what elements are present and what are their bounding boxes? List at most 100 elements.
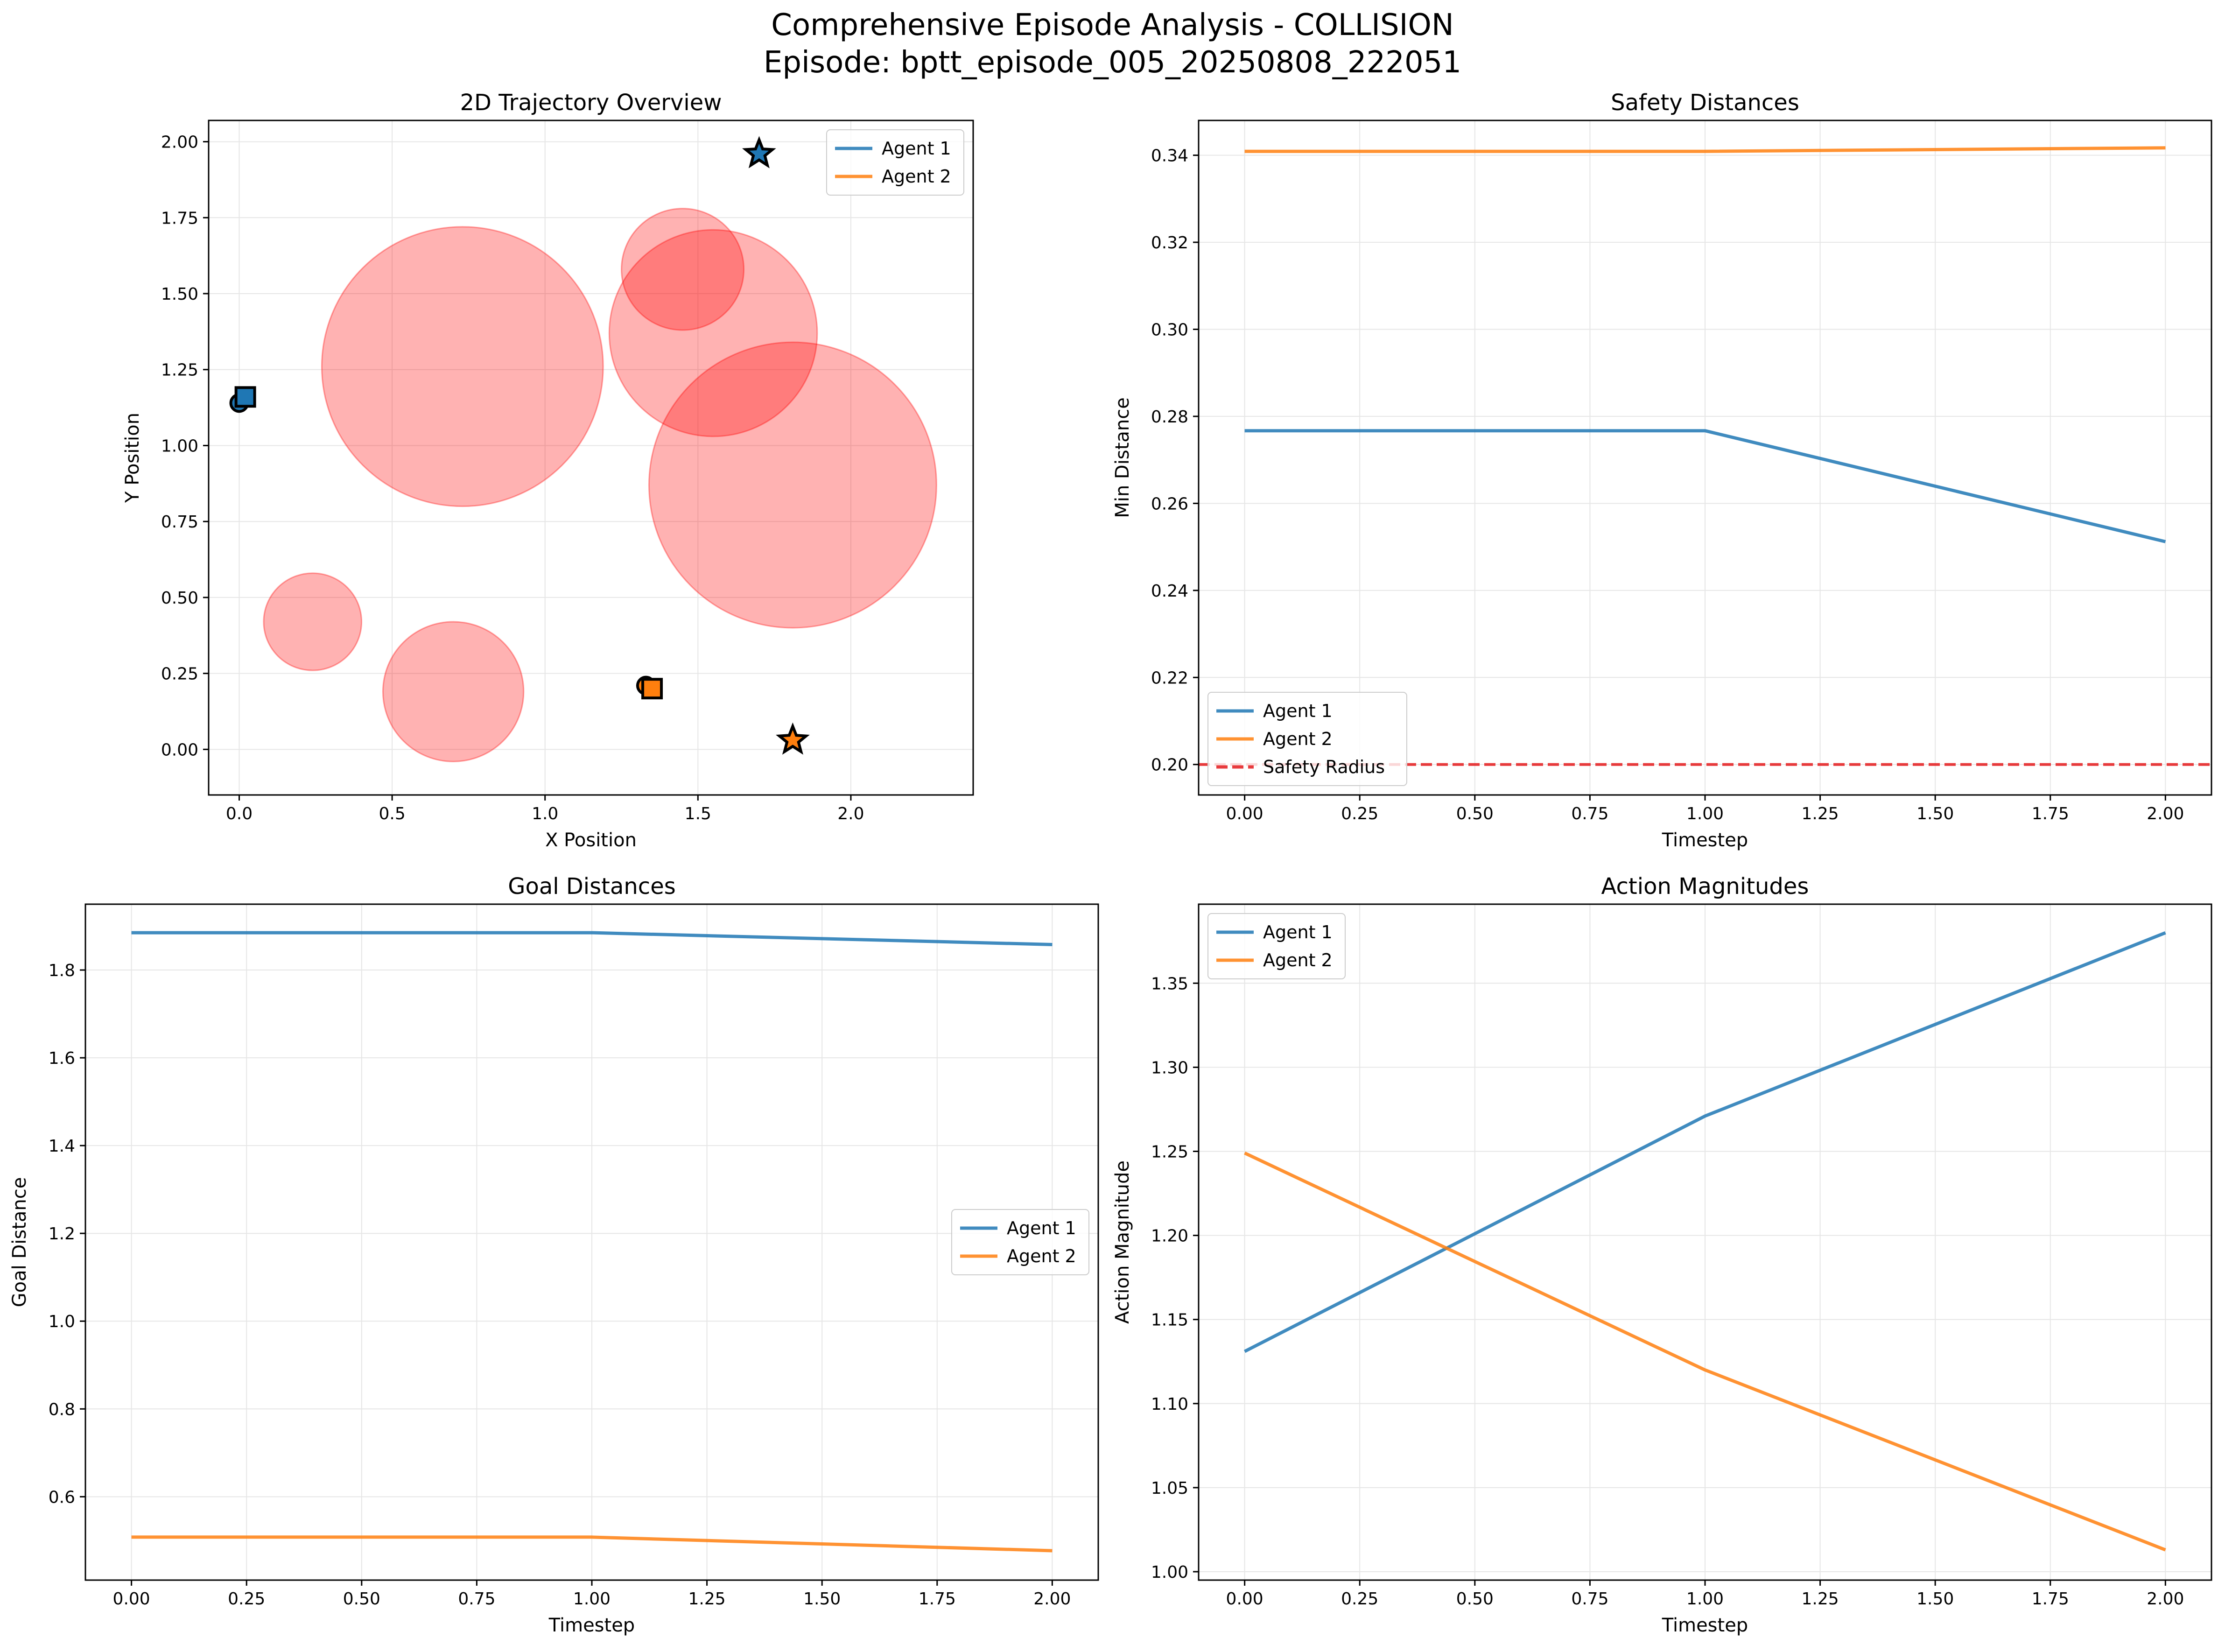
legend-label-agent-2: Agent 2 bbox=[1007, 1246, 1076, 1266]
legend-label-agent-2: Agent 2 bbox=[1263, 729, 1333, 749]
legend-box bbox=[951, 1209, 1089, 1275]
y-tick-label: 0.25 bbox=[161, 665, 198, 684]
y-tick-label: 1.25 bbox=[161, 361, 198, 380]
y-tick-label: 1.20 bbox=[1151, 1227, 1188, 1246]
x-tick-label: 0.75 bbox=[1571, 1589, 1608, 1609]
y-tick-label: 1.00 bbox=[161, 436, 198, 456]
series-line-agent-1 bbox=[1244, 931, 2166, 1353]
y-tick-label: 0.30 bbox=[1151, 320, 1188, 339]
x-tick-label: 0.75 bbox=[1571, 804, 1608, 823]
x-tick-label: 1.00 bbox=[573, 1589, 611, 1609]
x-tick-label: 0.00 bbox=[113, 1589, 150, 1609]
x-tick-label: 0.25 bbox=[1341, 804, 1378, 823]
legend-box bbox=[1207, 692, 1407, 786]
x-tick-label: 1.50 bbox=[1916, 804, 1954, 823]
x-tick-label: 0.00 bbox=[1226, 1589, 1263, 1609]
y-tick-label: 1.2 bbox=[49, 1224, 75, 1244]
x-tick-label: 1.50 bbox=[803, 1589, 841, 1609]
legend-label-agent-1: Agent 1 bbox=[1263, 701, 1333, 721]
x-tick-label: 0.50 bbox=[1456, 1589, 1494, 1609]
x-tick-label: 1.25 bbox=[688, 1589, 726, 1609]
y-tick-label: 1.50 bbox=[161, 285, 198, 304]
x-axis-label-goal: Timestep bbox=[548, 1615, 635, 1636]
figure-title: Comprehensive Episode Analysis - COLLISI… bbox=[0, 7, 2225, 81]
legend-label-agent-2: Agent 2 bbox=[882, 166, 951, 187]
x-tick-label: 0.50 bbox=[1456, 804, 1494, 823]
panel-title-action: Action Magnitudes bbox=[1601, 873, 1809, 900]
y-tick-label: 1.4 bbox=[49, 1137, 75, 1156]
legend-safety: Agent 1 Agent 2 Safety Radius bbox=[1207, 692, 1407, 786]
x-tick-label: 1.00 bbox=[1686, 804, 1724, 823]
legend-goal: Agent 1 Agent 2 bbox=[951, 1209, 1089, 1275]
legend-box bbox=[1207, 913, 1346, 979]
y-tick-label: 0.26 bbox=[1151, 494, 1188, 513]
plot-area-goal bbox=[131, 931, 1053, 1553]
x-tick-label: 1.75 bbox=[919, 1589, 956, 1609]
y-tick-label: 1.6 bbox=[49, 1049, 75, 1068]
x-tick-label: 2.00 bbox=[1033, 1589, 1071, 1609]
obstacle-circle bbox=[608, 229, 818, 437]
y-tick-label: 1.35 bbox=[1151, 974, 1188, 993]
series-line-agent-1 bbox=[131, 931, 1053, 946]
x-axis-label-trajectory: X Position bbox=[545, 830, 637, 851]
y-tick-label: 0.28 bbox=[1151, 408, 1188, 427]
panel-title-goal: Goal Distances bbox=[508, 873, 675, 900]
x-tick-label: 2.00 bbox=[2147, 804, 2184, 823]
y-tick-label: 0.34 bbox=[1151, 147, 1188, 166]
x-tick-label: 2.00 bbox=[2147, 1589, 2184, 1609]
y-axis-label-safety: Min Distance bbox=[1112, 397, 1133, 518]
x-tick-label: 0.5 bbox=[379, 804, 405, 823]
x-tick-label: 1.00 bbox=[1686, 1589, 1724, 1609]
y-tick-label: 1.75 bbox=[161, 209, 198, 228]
obstacle-circle bbox=[648, 341, 937, 629]
y-tick-label: 0.24 bbox=[1151, 582, 1188, 601]
series-line-agent-2 bbox=[131, 1535, 1053, 1553]
y-tick-label: 0.50 bbox=[161, 589, 198, 608]
y-axis-label-goal: Goal Distance bbox=[9, 1177, 30, 1308]
x-tick-label: 1.75 bbox=[2032, 1589, 2069, 1609]
obstacle-circle bbox=[621, 208, 745, 331]
x-tick-label: 0.75 bbox=[458, 1589, 495, 1609]
obstacle-circle bbox=[382, 621, 525, 762]
y-tick-label: 0.22 bbox=[1151, 668, 1188, 688]
panel-title-safety: Safety Distances bbox=[1611, 90, 1799, 116]
chart-panel-trajectory: 0.0 0.5 1.0 1.5 2.0 0.00 0.25 0.50 0.75 1.00 1.25 1… bbox=[122, 90, 974, 851]
legend-action: Agent 1 Agent 2 bbox=[1207, 913, 1346, 979]
legend-label-agent-1: Agent 1 bbox=[882, 138, 951, 159]
chart-panel-safety: 0.00 0.25 0.50 0.75 1.00 1.25 1.50 1.75 2.00 0.20… bbox=[1112, 90, 2212, 851]
agent-2-goal-marker bbox=[776, 722, 810, 755]
y-tick-label: 0.6 bbox=[49, 1488, 75, 1507]
figure-title-line-1: Comprehensive Episode Analysis - COLLISI… bbox=[771, 8, 1454, 42]
series-line-agent-1 bbox=[1244, 429, 2166, 543]
y-tick-label: 1.0 bbox=[49, 1312, 75, 1331]
x-axis-label-action: Timestep bbox=[1662, 1615, 1748, 1636]
y-tick-label: 1.00 bbox=[1151, 1563, 1188, 1582]
plot-frame-trajectory bbox=[208, 120, 974, 796]
x-tick-label: 2.0 bbox=[837, 804, 864, 823]
legend-box bbox=[826, 129, 964, 196]
y-tick-label: 1.10 bbox=[1151, 1395, 1188, 1414]
x-tick-label: 1.5 bbox=[685, 804, 711, 823]
y-tick-label: 1.05 bbox=[1151, 1479, 1188, 1498]
x-tick-label: 1.50 bbox=[1916, 1589, 1954, 1609]
plot-area-action bbox=[1244, 931, 2166, 1552]
x-tick-label: 1.75 bbox=[2032, 804, 2069, 823]
x-tick-label: 0.25 bbox=[228, 1589, 265, 1609]
y-tick-label: 1.15 bbox=[1151, 1311, 1188, 1330]
y-axis-label-trajectory: Y Position bbox=[122, 413, 143, 503]
y-tick-label: 1.30 bbox=[1151, 1058, 1188, 1077]
y-tick-label: 0.20 bbox=[1151, 756, 1188, 775]
y-tick-label: 0.75 bbox=[161, 513, 198, 532]
series-line-agent-2 bbox=[1244, 146, 2166, 153]
legend-label-agent-1: Agent 1 bbox=[1007, 1218, 1076, 1238]
agent-2-end-marker bbox=[641, 678, 663, 700]
y-tick-label: 0.32 bbox=[1151, 233, 1188, 253]
chart-panel-action: 0.00 0.25 0.50 0.75 1.00 1.25 1.50 1.75 2.00 1.00… bbox=[1112, 873, 2212, 1636]
series-line-agent-2 bbox=[1244, 1151, 2166, 1552]
x-tick-label: 0.00 bbox=[1226, 804, 1263, 823]
obstacle-circle bbox=[263, 572, 363, 671]
agent-1-end-marker bbox=[234, 386, 256, 408]
y-tick-label: 1.8 bbox=[49, 961, 75, 980]
x-tick-label: 1.0 bbox=[532, 804, 558, 823]
legend-label-safety-radius: Safety Radius bbox=[1263, 757, 1385, 777]
